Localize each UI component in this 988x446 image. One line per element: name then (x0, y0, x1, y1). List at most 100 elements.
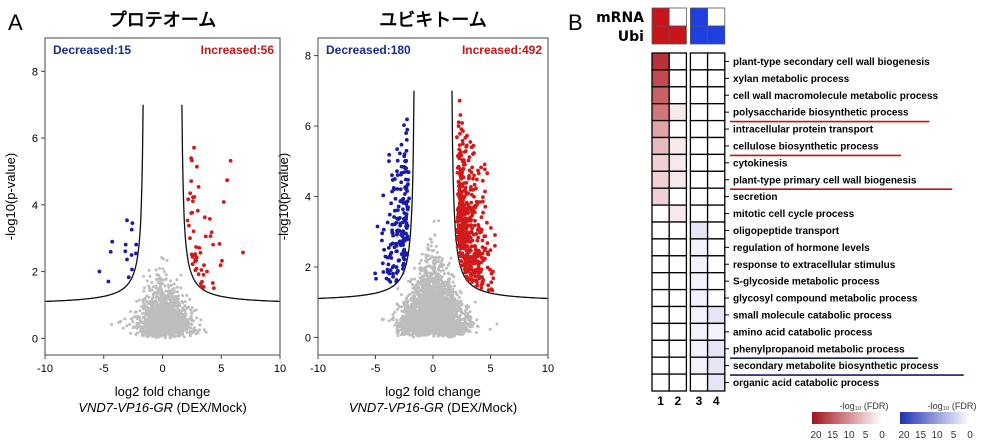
data-point-ns (160, 317, 164, 321)
data-point-ns (154, 286, 158, 290)
data-point-ns (428, 264, 432, 268)
heatmap-cell (706, 170, 726, 189)
data-point-increased (190, 158, 194, 163)
data-point-ns (456, 332, 460, 336)
data-point-increased (458, 259, 463, 264)
data-point-ns (435, 298, 439, 302)
heatmap-cell (668, 322, 688, 341)
heatmap-cell (668, 187, 688, 206)
heatmap-cell (689, 103, 709, 122)
data-point-decreased (375, 224, 380, 229)
data-point-ns (421, 316, 425, 320)
data-point-ns (434, 314, 437, 318)
data-point-ns (160, 291, 164, 295)
heatmap-cell (668, 339, 688, 358)
indicator-cell (707, 7, 726, 27)
data-point-decreased (399, 199, 403, 203)
data-point-decreased (390, 178, 395, 182)
data-point-increased (477, 268, 481, 273)
data-point-ns (463, 317, 467, 321)
data-point-decreased (398, 221, 403, 226)
heatmap-cell (706, 373, 726, 392)
data-point-ns (412, 309, 416, 313)
data-point-increased (480, 255, 485, 260)
data-point-ns (422, 299, 425, 303)
data-point-ns (155, 317, 159, 321)
x-tick-label: -5 (371, 363, 381, 375)
data-point-ns (172, 282, 176, 286)
x-axis-label: log2 fold change (115, 384, 210, 399)
data-point-decreased (110, 239, 115, 244)
data-point-ns (436, 295, 439, 299)
x-tick-label: 0 (430, 363, 436, 375)
data-point-increased (460, 121, 464, 125)
data-point-ns (428, 310, 432, 314)
data-point-ns (143, 286, 146, 290)
data-point-ns (188, 334, 192, 338)
data-point-decreased (393, 196, 398, 201)
data-point-ns (169, 333, 173, 337)
data-point-increased (479, 285, 484, 290)
y-axis-label: -log10(p-value) (276, 153, 291, 240)
data-point-decreased (405, 127, 410, 132)
data-point-ns (440, 313, 444, 317)
data-point-ns (178, 312, 182, 316)
data-point-decreased (108, 249, 113, 254)
heatmap-cell (706, 288, 726, 308)
data-point-increased (482, 234, 487, 239)
data-point-ns (421, 311, 425, 315)
legend-title: -log₁₀ (FDR) (928, 401, 977, 411)
data-point-ns (157, 277, 160, 281)
data-point-ns (475, 318, 479, 322)
data-point-ns (438, 255, 442, 259)
data-point-increased (197, 246, 202, 250)
data-point-ns (420, 252, 424, 256)
data-point-ns (148, 319, 152, 323)
heatmap-cell (706, 322, 726, 341)
heatmap-cell (668, 356, 688, 375)
data-point-increased (209, 230, 214, 235)
y-tick-label: 0 (305, 332, 311, 344)
data-point-decreased (398, 241, 402, 246)
data-point-decreased (401, 229, 406, 234)
data-point-ns (136, 314, 140, 318)
data-point-ns (204, 330, 208, 334)
data-point-ns (164, 277, 168, 281)
data-point-ns (449, 285, 453, 289)
legend-tick: 20 (898, 430, 910, 441)
heatmap-cell (668, 103, 688, 122)
data-point-decreased (406, 182, 410, 187)
data-point-ns (160, 256, 164, 260)
heatmap-cell (668, 170, 688, 189)
data-point-increased (482, 167, 487, 172)
data-point-ns (418, 312, 422, 316)
data-point-ns (406, 294, 410, 298)
data-point-ns (145, 305, 148, 309)
heatmap-cell (668, 373, 688, 392)
data-point-ns (407, 313, 410, 317)
data-point-ns (143, 311, 147, 315)
x-axis-label: log2 fold change (385, 384, 480, 399)
data-point-ns (426, 312, 430, 316)
data-point-increased (459, 228, 464, 232)
data-point-ns (183, 300, 187, 304)
data-point-increased (475, 252, 480, 257)
data-point-ns (439, 303, 443, 307)
data-point-ns (158, 280, 162, 284)
data-point-increased (458, 131, 462, 136)
data-point-increased (485, 241, 490, 246)
legend-title: -log₁₀ (FDR) (840, 401, 889, 411)
data-point-ns (453, 284, 456, 288)
go-term-label: intracellular protein transport (733, 125, 874, 136)
data-point-ns (163, 284, 167, 288)
data-point-ns (445, 266, 449, 270)
data-point-ns (402, 318, 406, 321)
data-point-decreased (382, 247, 386, 252)
data-point-ns (172, 310, 176, 314)
data-point-increased (483, 189, 487, 194)
data-point-ns (155, 311, 159, 315)
data-point-ns (453, 304, 457, 308)
data-point-decreased (402, 236, 407, 241)
data-point-ns (155, 330, 159, 334)
data-point-ns (387, 319, 391, 323)
